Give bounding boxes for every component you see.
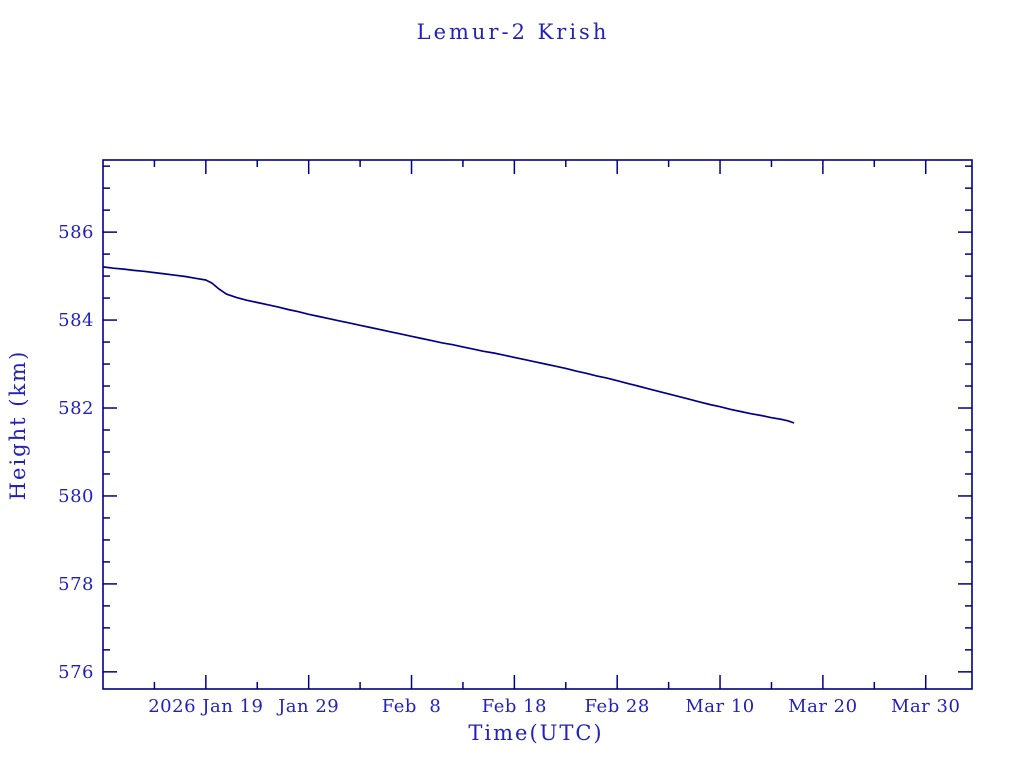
y-tick-label: 586 [58, 222, 94, 243]
y-tick-label: 582 [58, 398, 94, 419]
x-tick-label: Feb 8 [382, 696, 442, 717]
x-tick-label: Mar 30 [891, 696, 960, 717]
y-tick-label: 576 [58, 662, 94, 683]
height-decay-line [102, 266, 795, 424]
y-tick-label: 580 [58, 486, 94, 507]
chart-title: Lemur-2 Krish [417, 20, 610, 44]
x-tick-label: Feb 28 [585, 696, 650, 717]
x-axis-title: Time(UTC) [468, 721, 603, 745]
y-axis-title: Height (km) [6, 350, 30, 501]
plot-axes: 576 578 580 582 584 586 2026 Jan 19 Jan 29 Feb 8… [58, 159, 973, 717]
x-tick-label: Jan 29 [276, 696, 339, 717]
y-tick-label: 578 [58, 574, 94, 595]
y-tick-label: 584 [58, 310, 94, 331]
x-tick-label: Mar 20 [788, 696, 857, 717]
x-tick-label: Feb 18 [482, 696, 547, 717]
x-tick-label: 2026 Jan 19 [148, 696, 263, 717]
x-tick-label: Mar 10 [685, 696, 754, 717]
data-series-line [102, 266, 795, 424]
plot-frame [102, 159, 973, 690]
